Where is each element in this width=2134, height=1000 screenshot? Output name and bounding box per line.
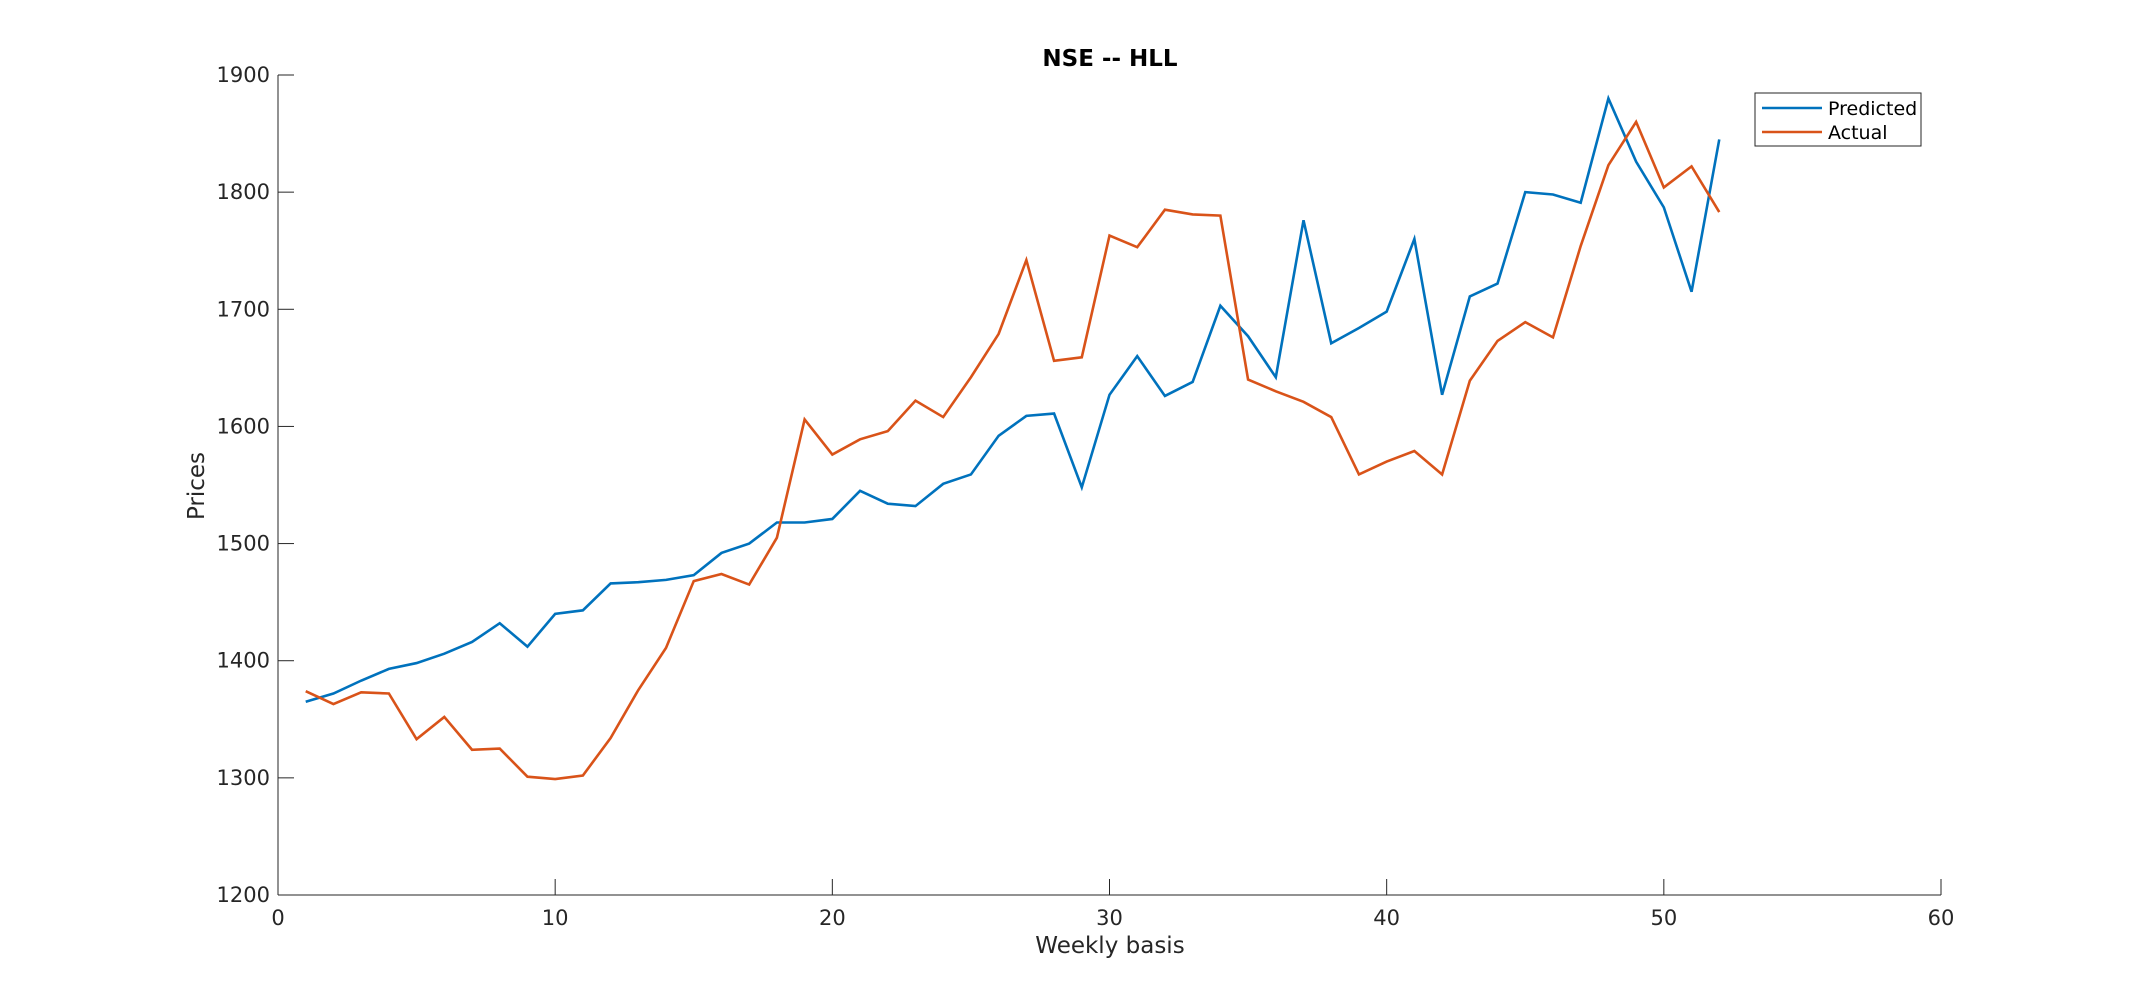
- x-tick-label: 0: [271, 906, 284, 930]
- y-tick-label: 1400: [217, 649, 270, 673]
- x-axis-title: Weekly basis: [1035, 933, 1184, 959]
- x-tick-label: 50: [1650, 906, 1677, 930]
- series-lines: [305, 94, 1721, 781]
- y-tick-label: 1900: [217, 63, 270, 87]
- chart-title: NSE -- HLL: [1042, 46, 1178, 72]
- y-tick-label: 1500: [217, 532, 270, 556]
- x-tick-label: 40: [1373, 906, 1400, 930]
- series-line-predicted: [305, 94, 1721, 703]
- y-tick-label: 1600: [217, 414, 270, 438]
- x-tick-label: 20: [819, 906, 846, 930]
- y-tick-label: 1300: [217, 766, 270, 790]
- x-tick-label: 10: [542, 906, 569, 930]
- x-tick-label: 60: [1928, 906, 1955, 930]
- legend-box: [1754, 92, 1922, 147]
- x-tick-label: 30: [1096, 906, 1123, 930]
- axes: 0 10 20 30 40 50 60 1200 1300 1400 1500 1600 1700 180…: [217, 63, 1955, 930]
- y-axis-title: Prices: [184, 452, 210, 520]
- y-tick-label: 1800: [217, 180, 270, 204]
- legend-label-actual: Actual: [1828, 122, 1888, 144]
- y-tick-label: 1700: [217, 297, 270, 321]
- series-line-actual: [305, 119, 1721, 781]
- y-tick-label: 1200: [217, 883, 270, 907]
- legend-label-predicted: Predicted: [1828, 98, 1917, 120]
